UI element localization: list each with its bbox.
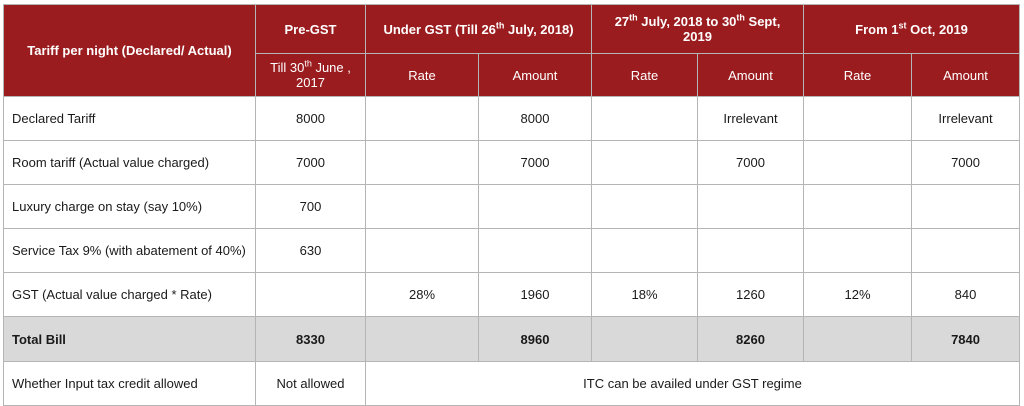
cell-rate	[803, 228, 913, 273]
amount-header: Amount	[911, 53, 1021, 97]
cell-rate: 28%	[365, 272, 479, 317]
table-row: Room tariff (Actual value charged) 7000 …	[3, 140, 1021, 185]
pre-gst-header: Pre-GST	[255, 4, 366, 54]
total-rate	[591, 316, 698, 362]
pre-gst-subheader: Till 30th June , 2017	[255, 53, 366, 97]
amount-header: Amount	[478, 53, 592, 97]
table-row: Luxury charge on stay (say 10%) 700	[3, 184, 1021, 229]
total-amount: 7840	[911, 316, 1021, 362]
row-label-header: Tariff per night (Declared/ Actual)	[3, 4, 256, 97]
cell-rate: 18%	[591, 272, 698, 317]
cell-amount	[696, 184, 805, 229]
cell-amount: 1960	[478, 272, 592, 317]
itc-row: Whether Input tax credit allowed Not all…	[3, 361, 1021, 406]
cell-rate	[365, 140, 479, 185]
cell-amount: 8000	[478, 96, 592, 141]
period-under-gst-label: Under GST (Till 26th July, 2018)	[383, 20, 574, 37]
cell-amount: 7000	[478, 140, 592, 185]
cell-rate	[591, 140, 698, 185]
cell-amount	[911, 228, 1021, 273]
period-2018-2019-header: 27th July, 2018 to 30th Sept, 2019	[590, 4, 805, 54]
cell-amount: 1260	[696, 272, 805, 317]
rate-header: Rate	[803, 53, 913, 97]
cell-rate	[591, 184, 698, 229]
cell-amount	[478, 184, 592, 229]
pre-gst-date-label: Till 30th June , 2017	[270, 58, 351, 90]
period-under-gst-header: Under GST (Till 26th July, 2018)	[365, 4, 592, 54]
cell-rate	[591, 228, 698, 273]
cell-amount	[478, 228, 592, 273]
header-row-top: Tariff per night (Declared/ Actual) Pre-…	[3, 4, 1021, 97]
cell-rate	[803, 184, 913, 229]
cell-pre-gst: 700	[255, 184, 366, 229]
row-label: GST (Actual value charged * Rate)	[3, 272, 256, 317]
itc-pre-gst: Not allowed	[255, 361, 366, 406]
total-rate	[803, 316, 913, 362]
period-from-2019-label: From 1st Oct, 2019	[855, 20, 968, 37]
rate-header: Rate	[591, 53, 698, 97]
total-amount: 8960	[478, 316, 592, 362]
cell-rate	[803, 96, 913, 141]
row-label: Luxury charge on stay (say 10%)	[3, 184, 256, 229]
table-row: GST (Actual value charged * Rate) 28% 19…	[3, 272, 1021, 317]
gst-tariff-table: Tariff per night (Declared/ Actual) Pre-…	[3, 4, 1021, 406]
row-label: Service Tax 9% (with abatement of 40%)	[3, 228, 256, 273]
table-row: Service Tax 9% (with abatement of 40%) 6…	[3, 228, 1021, 273]
cell-amount: 7000	[696, 140, 805, 185]
total-label: Total Bill	[3, 316, 256, 362]
total-row: Total Bill 8330 8960 8260 7840	[3, 316, 1021, 362]
cell-rate	[365, 96, 479, 141]
cell-pre-gst: 8000	[255, 96, 366, 141]
cell-amount	[696, 228, 805, 273]
total-amount: 8260	[696, 316, 805, 362]
amount-header: Amount	[696, 53, 805, 97]
cell-amount	[911, 184, 1021, 229]
cell-amount: Irrelevant	[911, 96, 1021, 141]
rate-header: Rate	[365, 53, 479, 97]
cell-rate	[591, 96, 698, 141]
cell-rate	[365, 228, 479, 273]
cell-amount: 840	[911, 272, 1021, 317]
cell-pre-gst	[255, 272, 366, 317]
row-label: Room tariff (Actual value charged)	[3, 140, 256, 185]
period-2018-2019-label: 27th July, 2018 to 30th Sept, 2019	[614, 12, 781, 44]
total-rate	[365, 316, 479, 362]
cell-pre-gst: 630	[255, 228, 366, 273]
cell-rate	[365, 184, 479, 229]
cell-amount: Irrelevant	[696, 96, 805, 141]
cell-rate: 12%	[803, 272, 913, 317]
table-row: Declared Tariff 8000 8000 Irrelevant Irr…	[3, 96, 1021, 141]
itc-label: Whether Input tax credit allowed	[3, 361, 256, 406]
header-row-sub: Till 30th June , 2017 Rate Amount Rate Am…	[4, 53, 1021, 97]
total-pre-gst: 8330	[255, 316, 366, 362]
row-label: Declared Tariff	[3, 96, 256, 141]
cell-pre-gst: 7000	[255, 140, 366, 185]
cell-rate	[803, 140, 913, 185]
itc-gst-note: ITC can be availed under GST regime	[364, 361, 1021, 406]
period-from-2019-header: From 1st Oct, 2019	[803, 4, 1021, 54]
cell-amount: 7000	[911, 140, 1021, 185]
